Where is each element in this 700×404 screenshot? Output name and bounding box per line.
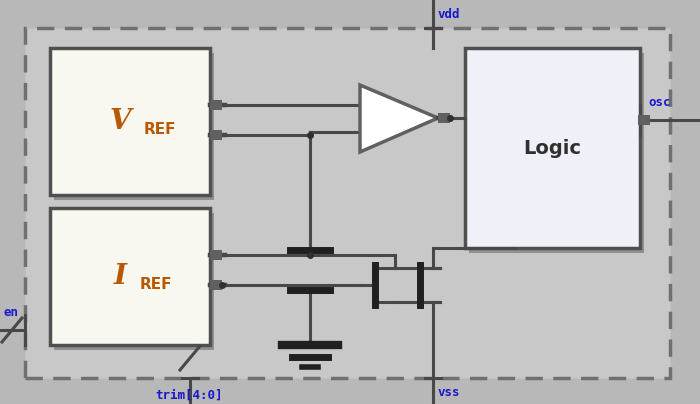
Bar bbox=[54, 213, 214, 350]
Polygon shape bbox=[360, 85, 438, 152]
Text: I: I bbox=[113, 263, 127, 290]
Text: en: en bbox=[3, 305, 18, 318]
Bar bbox=[50, 48, 210, 195]
Text: trim[4:0]: trim[4:0] bbox=[155, 389, 223, 402]
Bar bbox=[210, 280, 222, 290]
Text: osc: osc bbox=[648, 95, 671, 109]
Bar bbox=[438, 113, 450, 123]
Text: V: V bbox=[109, 108, 131, 135]
Text: REF: REF bbox=[144, 122, 176, 137]
Bar bbox=[465, 48, 640, 248]
Bar bbox=[54, 53, 214, 200]
Text: Logic: Logic bbox=[524, 139, 582, 158]
Bar bbox=[469, 53, 644, 253]
Bar bbox=[210, 130, 222, 140]
Text: vdd: vdd bbox=[438, 8, 461, 21]
Bar bbox=[50, 208, 210, 345]
Bar bbox=[210, 250, 222, 260]
Text: vss: vss bbox=[438, 387, 461, 400]
Text: REF: REF bbox=[140, 277, 172, 292]
Bar bbox=[210, 100, 222, 110]
Bar bbox=[638, 115, 650, 125]
Bar bbox=[25, 28, 670, 378]
